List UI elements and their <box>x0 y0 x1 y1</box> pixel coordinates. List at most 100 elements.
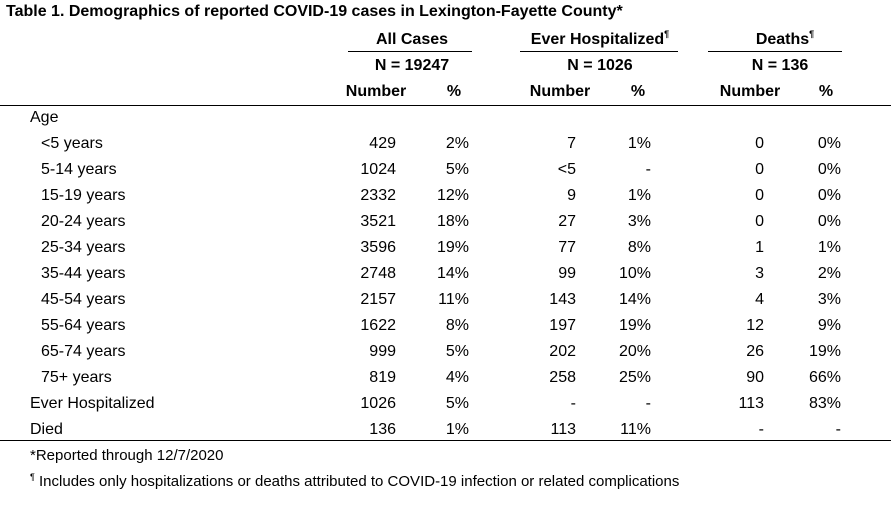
table-row: 45-54 years 2157 11% 143 14% 4 3% <box>0 288 891 314</box>
table-cell: 3% <box>627 213 651 230</box>
table-cell: 113 <box>550 421 576 438</box>
table-title: Table 1. Demographics of reported COVID-… <box>6 3 623 20</box>
table-cell: 258 <box>549 369 576 386</box>
table-row: 25-34 years 3596 19% 77 8% 1 1% <box>0 236 891 262</box>
table-cell: 0% <box>817 187 841 204</box>
table-row: 65-74 years 999 5% 202 20% 26 19% <box>0 340 891 366</box>
row-label: Ever Hospitalized <box>30 395 155 412</box>
table-cell: 4% <box>445 369 469 386</box>
footnote-reported: *Reported through 12/7/2020 <box>30 447 224 464</box>
table-cell: 5% <box>445 161 469 178</box>
row-label: 75+ years <box>41 369 112 386</box>
group-header-deaths: Deaths¶ <box>730 29 840 49</box>
header-rule <box>0 105 891 106</box>
table-row: 55-64 years 1622 8% 197 19% 12 9% <box>0 314 891 340</box>
table-cell: 136 <box>369 421 396 438</box>
group-header-ever-hospitalized: Ever Hospitalized¶ <box>520 29 680 49</box>
pilcrow-mark: ¶ <box>809 29 815 39</box>
table-cell: 25% <box>618 369 651 386</box>
table-cell: 11% <box>620 421 651 438</box>
table-cell: 3596 <box>360 239 396 256</box>
table-row: 15-19 years 2332 12% 9 1% 0 0% <box>0 184 891 210</box>
table-cell: 4 <box>755 291 764 308</box>
table-cell: 819 <box>369 369 396 386</box>
table-cell: 0 <box>755 135 764 152</box>
row-label: 35-44 years <box>41 265 126 282</box>
row-label: <5 years <box>41 135 103 152</box>
table-cell: 7 <box>567 135 576 152</box>
table-cell: 0% <box>817 213 841 230</box>
col-header-percent: % <box>818 83 834 100</box>
table-row: 75+ years 819 4% 258 25% 90 66% <box>0 366 891 392</box>
group-underline-ever-hospitalized <box>520 51 678 52</box>
table-cell: 1 <box>755 239 764 256</box>
col-header-percent: % <box>446 83 462 100</box>
table-cell: 3% <box>817 291 841 308</box>
col-header-percent: % <box>630 83 646 100</box>
table-cell: 0 <box>755 161 764 178</box>
group-label-deaths: Deaths <box>755 31 810 48</box>
table-cell: - <box>570 395 576 412</box>
table-cell: 1024 <box>360 161 396 178</box>
table-cell: 2332 <box>360 187 396 204</box>
table-cell: 1% <box>627 187 651 204</box>
section-label-age: Age <box>30 109 59 126</box>
table-cell: 143 <box>549 291 576 308</box>
table-cell: 0% <box>817 135 841 152</box>
group-label-ever-hospitalized: Ever Hospitalized <box>530 31 665 48</box>
table-cell: - <box>645 395 651 412</box>
table-cell: 9% <box>817 317 841 334</box>
table-row: 35-44 years 2748 14% 99 10% 3 2% <box>0 262 891 288</box>
table-cell: 12% <box>436 187 469 204</box>
row-label: 55-64 years <box>41 317 126 334</box>
table-cell: 5% <box>445 395 469 412</box>
table-cell: 429 <box>369 135 396 152</box>
table-cell: - <box>835 421 841 438</box>
table-cell: 12 <box>746 317 764 334</box>
row-label: 20-24 years <box>41 213 126 230</box>
section-row-age: Age <box>0 106 891 132</box>
footnote-includes-text: Includes only hospitalizations or deaths… <box>39 473 680 490</box>
table-cell: 3521 <box>360 213 396 230</box>
table-cell: - <box>758 421 764 438</box>
group-underline-all-cases <box>348 51 472 52</box>
table-cell: 1622 <box>360 317 396 334</box>
row-label: 5-14 years <box>41 161 117 178</box>
table-cell: 99 <box>558 265 576 282</box>
table-cell: 26 <box>746 343 764 360</box>
col-header-number: Number <box>719 83 781 100</box>
table-row: Ever Hospitalized 1026 5% - - 113 83% <box>0 392 891 418</box>
table-cell: 10% <box>618 265 651 282</box>
table-row: 5-14 years 1024 5% <5 - 0 0% <box>0 158 891 184</box>
table-row: 20-24 years 3521 18% 27 3% 0 0% <box>0 210 891 236</box>
group-underline-deaths <box>708 51 842 52</box>
footnote-includes: ¶ Includes only hospitalizations or deat… <box>30 472 680 490</box>
row-label: Died <box>30 421 63 438</box>
row-label: 45-54 years <box>41 291 126 308</box>
table-cell: 14% <box>436 265 469 282</box>
table-row: <5 years 429 2% 7 1% 0 0% <box>0 132 891 158</box>
bottom-rule <box>0 440 891 441</box>
table-cell: 27 <box>558 213 576 230</box>
table-cell: 197 <box>549 317 576 334</box>
table-cell: 14% <box>618 291 651 308</box>
table-cell: 202 <box>549 343 576 360</box>
table-cell: 999 <box>369 343 396 360</box>
table-cell: 1026 <box>360 395 396 412</box>
group-label-all-cases: All Cases <box>375 31 449 48</box>
group-header-all-cases: All Cases <box>352 31 472 49</box>
table-cell: 20% <box>618 343 651 360</box>
table-cell: 2% <box>445 135 469 152</box>
pilcrow-mark: ¶ <box>664 29 670 39</box>
table-cell: 9 <box>567 187 576 204</box>
table-cell: 5% <box>445 343 469 360</box>
table-cell: 2157 <box>360 291 396 308</box>
table-cell: 2748 <box>360 265 396 282</box>
table-cell: 66% <box>808 369 841 386</box>
table-cell: <5 <box>557 161 576 178</box>
col-header-number: Number <box>345 83 407 100</box>
table-cell: 77 <box>558 239 576 256</box>
table-cell: 1% <box>445 421 469 438</box>
table-cell: 8% <box>445 317 469 334</box>
